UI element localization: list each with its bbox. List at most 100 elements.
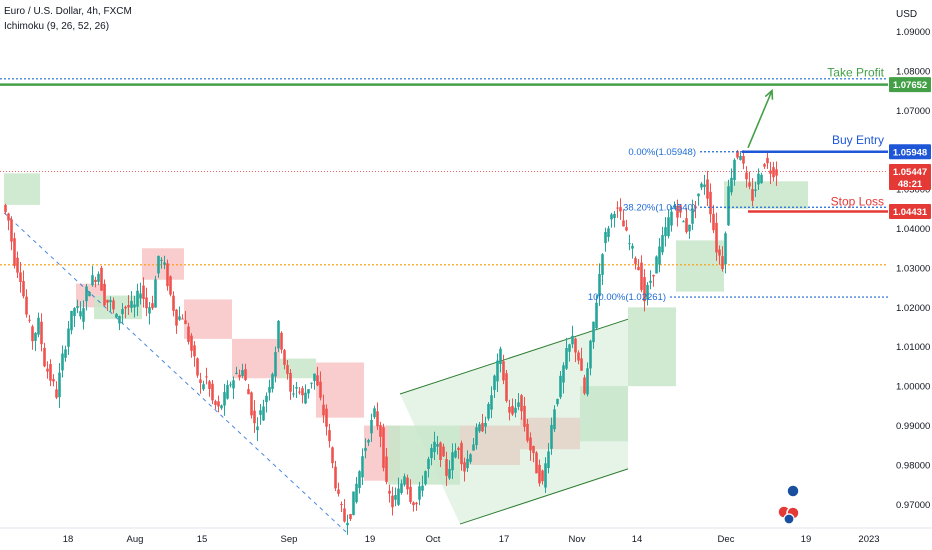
- candle-body: [547, 451, 550, 468]
- price-tick-label: 0.97000: [896, 500, 930, 511]
- candle-body: [370, 420, 373, 434]
- candle-body: [307, 389, 310, 394]
- stop-loss-price-tag-text: 1.04431: [893, 207, 928, 218]
- candle-body: [109, 300, 112, 303]
- candle-body: [493, 375, 496, 390]
- candle-body: [553, 409, 556, 430]
- candle-body: [298, 391, 301, 393]
- fib-level-label-0: 0.00%(1.05948): [628, 147, 696, 158]
- candle-body: [151, 303, 154, 309]
- candle-body: [187, 326, 190, 342]
- candle-body: [58, 372, 61, 398]
- candle-body: [154, 279, 157, 308]
- candle-body: [376, 411, 379, 427]
- candle-body: [397, 488, 400, 505]
- price-tick-label: 1.05000: [896, 185, 930, 196]
- candle-body: [34, 333, 37, 341]
- candle-body: [727, 186, 730, 226]
- candle-body: [19, 272, 22, 283]
- cloud-segment-6: [280, 358, 316, 379]
- candle-body: [685, 218, 688, 233]
- candle-body: [715, 222, 718, 253]
- candle-body: [616, 207, 619, 209]
- price-tick-label: 1.02000: [896, 303, 930, 314]
- candle-body: [157, 255, 160, 274]
- candle-body: [55, 389, 58, 398]
- candle-body: [739, 155, 742, 160]
- candle-body: [481, 422, 484, 432]
- candle-body: [601, 254, 604, 275]
- candle-body: [469, 454, 472, 462]
- candle-body: [115, 313, 118, 318]
- candle-body: [454, 450, 457, 458]
- candle-body: [178, 316, 181, 320]
- candle-body: [103, 283, 106, 306]
- candle-body: [43, 347, 46, 367]
- candle-body: [112, 300, 115, 310]
- currency-label: USD: [896, 9, 917, 20]
- candle-body: [145, 297, 148, 309]
- candle-body: [754, 189, 757, 191]
- time-axis: 18 Aug 15 Sep 19 Oct 17 Nov 14 Dec 19 2023: [63, 534, 880, 545]
- candle-body: [232, 380, 235, 389]
- candle-body: [85, 286, 88, 302]
- candle-body: [442, 446, 445, 457]
- candle-body: [610, 214, 613, 220]
- candle-body: [220, 405, 223, 409]
- fib-level-label-1: 38.20%(1.04540): [623, 202, 696, 213]
- fib-level-label-2: 100.00%(1.02261): [588, 292, 666, 303]
- candle-body: [100, 267, 103, 291]
- candle-body: [172, 295, 175, 311]
- candle-body: [634, 258, 637, 264]
- chart-legend: Euro / U.S. Dollar, 4h, FXCM Ichimoku (9…: [4, 4, 132, 34]
- candle-body: [169, 276, 172, 295]
- target-arrow-line: [747, 90, 773, 149]
- candle-body: [31, 326, 34, 342]
- candle-body: [175, 309, 178, 326]
- candle-body: [310, 382, 313, 384]
- candle-body: [652, 274, 655, 277]
- cloud-segment-2: [94, 295, 142, 320]
- candle-body: [97, 273, 100, 282]
- candle-body: [13, 238, 16, 266]
- candle-body: [466, 458, 469, 469]
- candle-body: [523, 405, 526, 427]
- candle-body: [139, 293, 142, 299]
- candle-body: [532, 445, 535, 454]
- candle-body: [439, 442, 442, 460]
- candle-body: [382, 427, 385, 468]
- current-price-tag-bg: [889, 164, 931, 191]
- candle-body: [745, 172, 748, 180]
- candle-body: [301, 388, 304, 396]
- price-tick-label: 0.98000: [896, 460, 930, 471]
- candle-body: [409, 486, 412, 502]
- candle-body: [502, 361, 505, 381]
- candle-body: [736, 151, 739, 158]
- candle-body: [712, 213, 715, 231]
- candle-body: [94, 279, 97, 282]
- candle-body: [427, 458, 430, 469]
- candle-body: [538, 464, 541, 484]
- candle-body: [682, 221, 685, 223]
- stop-loss-label: Stop Loss: [831, 195, 884, 209]
- time-tick-label: Nov: [569, 534, 586, 545]
- candle-body: [253, 410, 256, 424]
- candle-body: [463, 462, 466, 472]
- candle-body: [529, 437, 532, 451]
- candle-body: [166, 263, 169, 287]
- candle-body: [691, 208, 694, 224]
- downtrend-line: [3, 212, 347, 533]
- candle-body: [379, 425, 382, 437]
- current-price-tag-text: 48:21: [898, 179, 923, 190]
- candle-body: [475, 427, 478, 446]
- candle-body: [208, 381, 211, 389]
- candle-body: [313, 373, 316, 382]
- candle-body: [772, 167, 775, 178]
- candle-body: [358, 471, 361, 489]
- candle-body: [670, 211, 673, 226]
- candle-body: [7, 213, 10, 221]
- candle-body: [22, 281, 25, 297]
- candle-body: [433, 441, 436, 453]
